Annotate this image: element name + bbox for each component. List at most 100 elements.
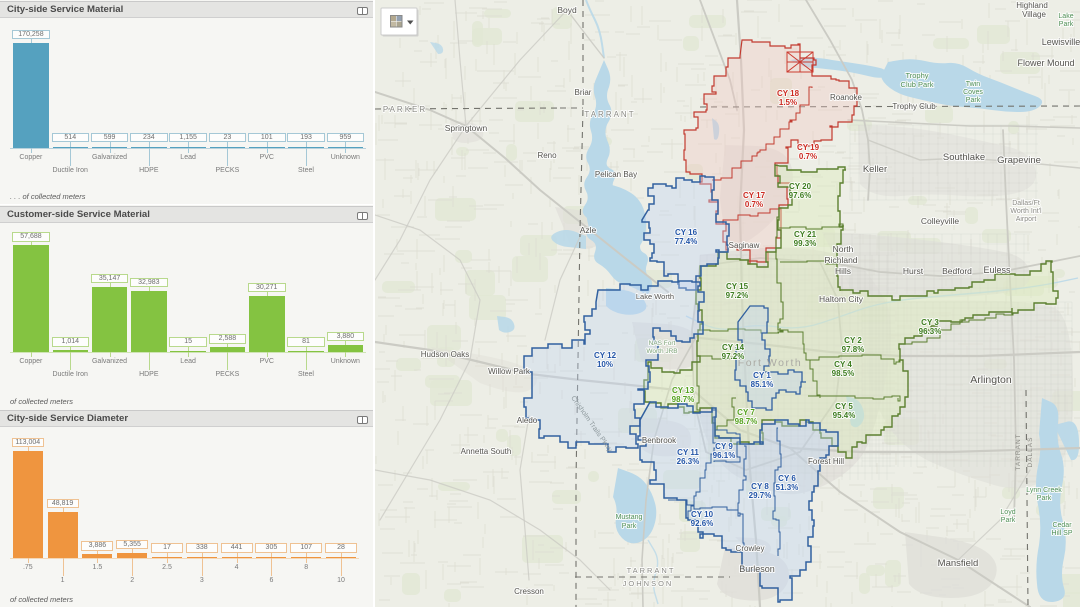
svg-text:JOHNSON: JOHNSON <box>623 579 674 588</box>
svg-text:Park: Park <box>1001 517 1016 524</box>
svg-text:Crowley: Crowley <box>736 544 765 553</box>
svg-text:Reno: Reno <box>537 151 557 160</box>
svg-text:Park: Park <box>966 97 981 104</box>
svg-text:NAS Fort: NAS Fort <box>649 340 676 347</box>
svg-text:26.3%: 26.3% <box>677 457 700 466</box>
svg-text:Briar: Briar <box>575 88 592 97</box>
svg-text:CY 10: CY 10 <box>691 510 714 519</box>
svg-text:Worth Int'l: Worth Int'l <box>1010 208 1042 215</box>
svg-text:Springtown: Springtown <box>445 123 488 133</box>
svg-text:CY 14: CY 14 <box>722 343 745 352</box>
svg-text:CY 19: CY 19 <box>797 143 820 152</box>
svg-text:CY 9: CY 9 <box>715 442 733 451</box>
svg-text:PARKER: PARKER <box>383 105 427 114</box>
svg-text:Park: Park <box>1037 495 1052 502</box>
svg-text:Club Park: Club Park <box>901 80 934 89</box>
svg-text:CY 18: CY 18 <box>777 89 800 98</box>
svg-text:CY 21: CY 21 <box>794 230 817 239</box>
svg-text:Worth JRB: Worth JRB <box>646 348 677 355</box>
svg-text:CY 7: CY 7 <box>737 408 755 417</box>
svg-text:Annetta South: Annetta South <box>461 447 512 456</box>
svg-text:TARRANT: TARRANT <box>627 566 676 575</box>
svg-text:96.1%: 96.1% <box>713 451 736 460</box>
svg-text:96.3%: 96.3% <box>919 327 942 336</box>
svg-text:Forest Hill: Forest Hill <box>808 457 844 466</box>
svg-text:Lake Worth: Lake Worth <box>636 292 674 301</box>
svg-text:97.2%: 97.2% <box>722 352 745 361</box>
svg-text:Park: Park <box>966 97 981 104</box>
svg-text:CY 17: CY 17 <box>743 191 766 200</box>
svg-text:CY 2: CY 2 <box>844 336 862 345</box>
svg-text:TARRANT: TARRANT <box>584 110 635 119</box>
svg-text:Worth JRB: Worth JRB <box>646 348 677 355</box>
svg-text:CY 11: CY 11 <box>677 448 699 457</box>
svg-text:Grapevine: Grapevine <box>997 155 1041 166</box>
svg-text:CY 13: CY 13 <box>672 386 695 395</box>
svg-text:97.6%: 97.6% <box>789 191 812 200</box>
svg-text:CY 16: CY 16 <box>675 228 698 237</box>
svg-text:Cresson: Cresson <box>514 587 544 596</box>
svg-text:95.4%: 95.4% <box>833 411 856 420</box>
svg-text:Club Park: Club Park <box>901 80 934 89</box>
svg-text:Hill SP: Hill SP <box>1051 530 1072 537</box>
svg-text:Hills: Hills <box>835 266 851 276</box>
svg-text:Euless: Euless <box>983 265 1011 275</box>
svg-text:Crowley: Crowley <box>736 544 765 553</box>
svg-text:Lake: Lake <box>1058 13 1073 20</box>
svg-text:51.3%: 51.3% <box>776 483 799 492</box>
svg-text:CY 21: CY 21 <box>794 230 817 239</box>
svg-text:0.7%: 0.7% <box>745 200 763 209</box>
svg-text:Airport: Airport <box>1016 216 1037 223</box>
svg-text:CY 18: CY 18 <box>777 89 800 98</box>
svg-text:97.6%: 97.6% <box>789 191 812 200</box>
svg-text:Willow Park: Willow Park <box>488 367 531 376</box>
svg-text:85.1%: 85.1% <box>751 380 774 389</box>
svg-text:Trophy: Trophy <box>905 71 928 80</box>
svg-text:CY 9: CY 9 <box>715 442 733 451</box>
svg-text:92.6%: 92.6% <box>691 519 714 528</box>
svg-text:Keller: Keller <box>863 164 887 175</box>
svg-text:CY 20: CY 20 <box>789 182 812 191</box>
svg-text:51.3%: 51.3% <box>776 483 799 492</box>
svg-text:Colleyville: Colleyville <box>921 216 960 226</box>
svg-text:Twin: Twin <box>966 81 981 88</box>
svg-text:CY 7: CY 7 <box>737 408 755 417</box>
svg-text:96.1%: 96.1% <box>713 451 736 460</box>
svg-text:CY 19: CY 19 <box>797 143 820 152</box>
svg-text:Southlake: Southlake <box>943 152 985 163</box>
svg-text:Bedford: Bedford <box>942 266 972 276</box>
svg-text:Park: Park <box>1059 21 1074 28</box>
svg-text:Park: Park <box>1059 21 1074 28</box>
svg-text:Colleyville: Colleyville <box>921 216 960 226</box>
svg-text:CY 8: CY 8 <box>751 482 769 491</box>
svg-text:Village: Village <box>1022 10 1046 19</box>
svg-text:Briar: Briar <box>575 88 592 97</box>
svg-text:Lewisville: Lewisville <box>1042 37 1080 47</box>
svg-text:99.3%: 99.3% <box>794 239 817 248</box>
svg-text:TARRANT: TARRANT <box>584 110 635 119</box>
svg-text:CY 12: CY 12 <box>594 351 617 360</box>
svg-text:Fort Worth: Fort Worth <box>738 357 802 369</box>
svg-text:Arlington: Arlington <box>970 374 1012 386</box>
svg-text:CY 1: CY 1 <box>753 371 771 380</box>
svg-text:Park: Park <box>1037 495 1052 502</box>
svg-text:Park: Park <box>622 523 637 530</box>
svg-text:Richland: Richland <box>824 255 857 265</box>
svg-text:97.8%: 97.8% <box>842 345 865 354</box>
svg-text:CY 17: CY 17 <box>743 191 766 200</box>
svg-text:NAS Fort: NAS Fort <box>649 340 676 347</box>
svg-text:DALLAS: DALLAS <box>1027 437 1034 468</box>
svg-text:Dallas/Ft: Dallas/Ft <box>1012 200 1040 207</box>
svg-text:95.4%: 95.4% <box>833 411 856 420</box>
svg-text:Loyd: Loyd <box>1000 509 1015 516</box>
svg-text:Grapevine: Grapevine <box>997 155 1041 166</box>
svg-text:CY 11: CY 11 <box>677 448 699 457</box>
svg-text:North: North <box>833 244 854 254</box>
svg-text:Hurst: Hurst <box>903 266 924 276</box>
svg-text:Boyd: Boyd <box>557 5 577 15</box>
svg-text:CY 2: CY 2 <box>844 336 862 345</box>
svg-text:Mansfield: Mansfield <box>938 558 979 569</box>
svg-text:Cresson: Cresson <box>514 587 544 596</box>
svg-text:Worth Int'l: Worth Int'l <box>1010 208 1042 215</box>
svg-text:Cedar: Cedar <box>1052 522 1072 529</box>
